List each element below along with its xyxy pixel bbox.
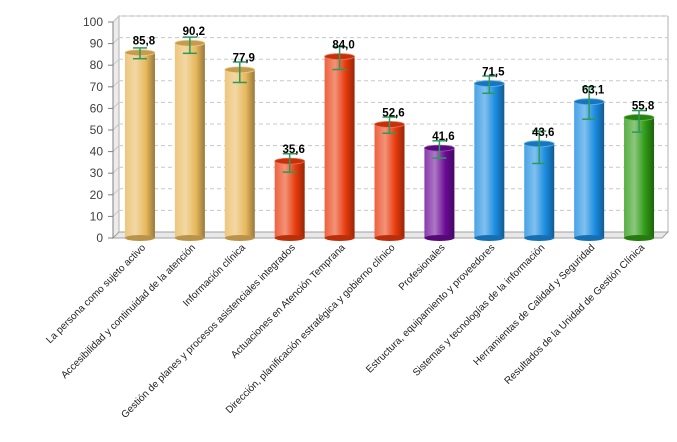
bar-group: [224, 66, 256, 241]
y-tick-label: 0: [96, 231, 103, 245]
bar: [324, 56, 355, 239]
gridline-diagonal: [112, 80, 120, 88]
bar: [224, 69, 255, 239]
bar: [474, 83, 505, 238]
y-tick-label: 70: [90, 80, 104, 94]
data-label: 52,6: [382, 107, 404, 119]
bar-base: [174, 235, 205, 241]
y-tick-label: 90: [90, 37, 104, 51]
x-category-label: Gestión de planes y procesos asistencial…: [119, 242, 297, 420]
bar-base: [224, 235, 255, 241]
data-label: 63,1: [582, 85, 605, 97]
gridline-diagonal: [112, 58, 120, 66]
x-category-label: Dirección, planificación estratégica y g…: [224, 242, 398, 416]
x-category-label: La persona como sujeto activo: [44, 242, 148, 346]
gridline-diagonal: [112, 37, 120, 44]
bar-base: [474, 235, 505, 241]
gridline-diagonal: [112, 188, 120, 196]
bar-base: [524, 235, 555, 241]
bar-base: [274, 235, 305, 241]
bar-group: [623, 114, 655, 241]
x-category-label: Profesionales: [397, 242, 448, 293]
data-label: 90,2: [183, 26, 205, 38]
bar-base: [124, 235, 155, 241]
bar-group: [473, 80, 505, 241]
gridline-diagonal: [112, 145, 120, 152]
gridline-diagonal: [112, 123, 120, 131]
bar-group: [424, 144, 455, 241]
y-tick-label: 50: [90, 123, 104, 137]
y-tick-label: 10: [90, 209, 104, 223]
y-tick-label: 80: [90, 58, 104, 72]
y-tick-label: 40: [90, 145, 104, 159]
bar-base: [324, 235, 355, 241]
data-label: 77,9: [233, 53, 255, 65]
bar-base: [574, 235, 605, 241]
bar: [574, 101, 605, 238]
bar-group: [324, 53, 355, 241]
bar-base: [374, 235, 405, 241]
data-label: 43,6: [532, 127, 554, 139]
bar-base: [424, 235, 455, 241]
bar: [274, 161, 305, 238]
bar: [174, 43, 205, 238]
y-tick-label: 20: [90, 188, 104, 202]
y-tick-label: 60: [90, 101, 104, 115]
data-label: 84,0: [332, 40, 354, 52]
bar: [124, 52, 155, 239]
y-tick-label: 100: [83, 15, 103, 29]
gridline-diagonal: [112, 15, 120, 23]
bar: [374, 124, 405, 238]
gridline-diagonal: [112, 166, 120, 174]
bar-base: [624, 235, 655, 241]
data-label: 71,5: [482, 67, 505, 79]
bar-group: [374, 120, 405, 241]
y-tick-label: 30: [90, 166, 104, 180]
bar-group: [124, 49, 156, 241]
data-label: 41,6: [432, 131, 454, 143]
bar: [424, 148, 455, 238]
bar-group: [174, 39, 206, 241]
gridline-diagonal: [112, 210, 120, 217]
data-label: 85,8: [133, 36, 156, 48]
bar: [624, 117, 655, 238]
data-label: 55,8: [632, 100, 655, 112]
gridline-diagonal: [112, 102, 120, 109]
data-label: 35,6: [282, 144, 304, 156]
bar-group: [573, 98, 605, 241]
